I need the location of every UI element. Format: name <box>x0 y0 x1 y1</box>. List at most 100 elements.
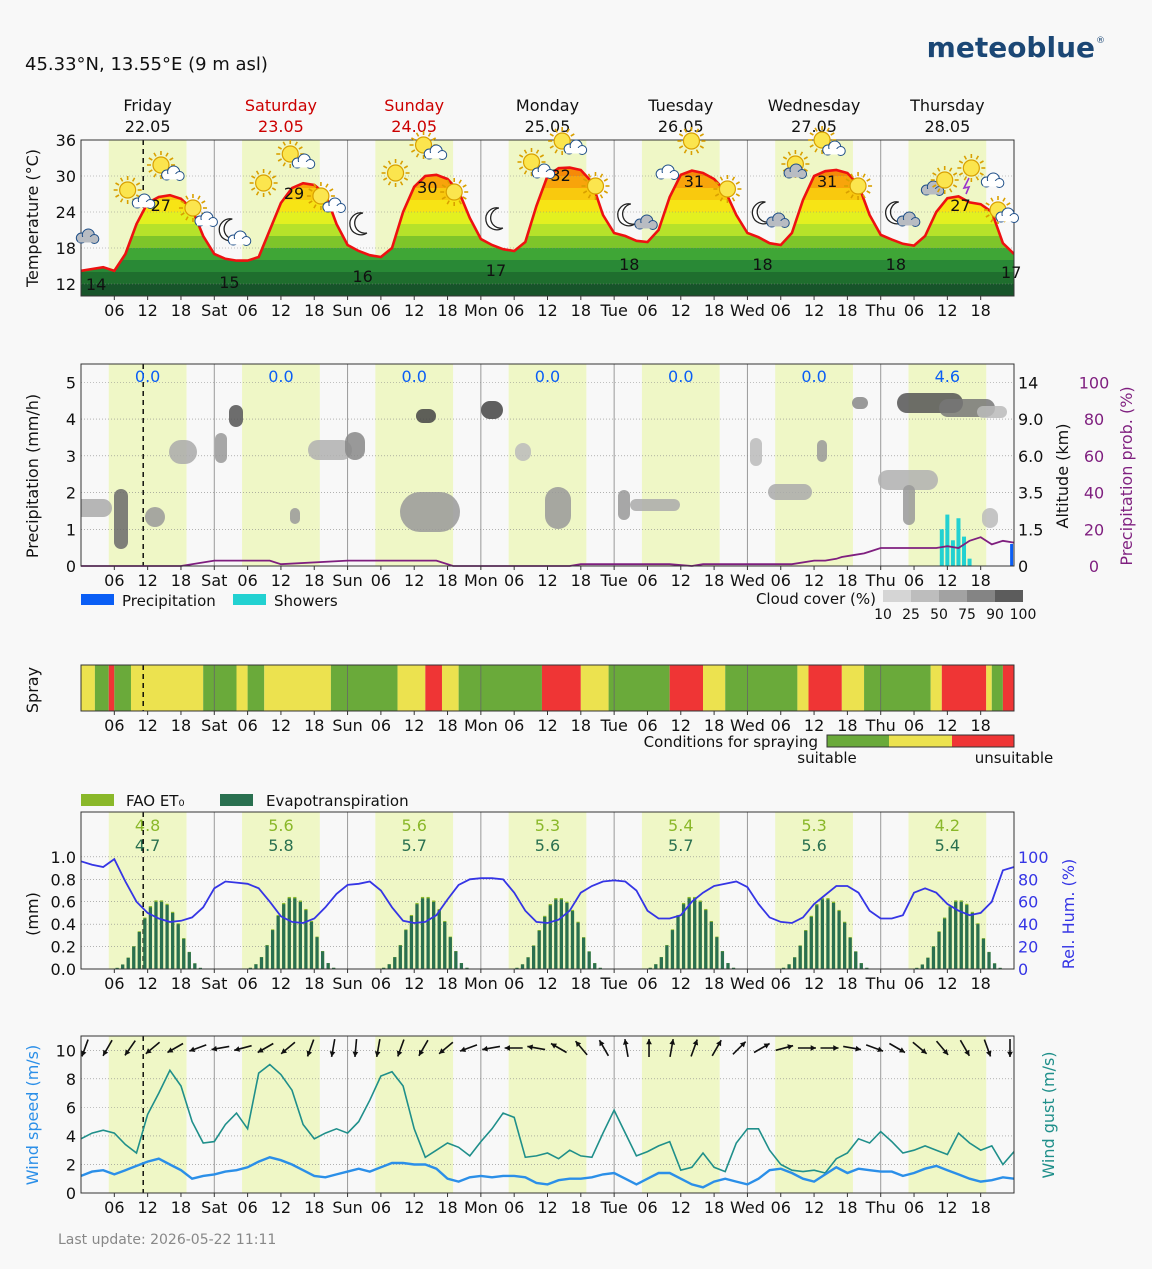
spray-legend-unsuitable <box>952 735 1014 747</box>
sun-icon <box>844 172 873 200</box>
evapo-bar <box>931 946 936 969</box>
wind-arrow-head <box>482 1045 488 1052</box>
precip-prob-tick-label: 60 <box>1084 447 1104 466</box>
wind-xtick-label: 18 <box>171 1198 191 1217</box>
spray-segment <box>94 665 109 711</box>
spray-panel: Spray 06 12 18 Sat 06 12 18 Sun 06 12 18 Mon 06 12 18 Tu… <box>23 664 1053 767</box>
cloud-base <box>768 221 787 227</box>
evapo-bar <box>454 951 458 969</box>
evapo-xtick-label: Mon <box>464 974 498 993</box>
fao-daily-total: 4.2 <box>935 816 960 835</box>
temp-max-label: 27 <box>151 196 171 215</box>
sun-ray <box>251 187 256 191</box>
day-name: Saturday <box>245 96 317 115</box>
sun-disc <box>522 153 541 171</box>
temp-xtick-label: 18 <box>837 301 857 320</box>
sun-ray <box>603 178 609 182</box>
wind-daylight <box>641 1036 720 1193</box>
sun-ray <box>862 173 866 178</box>
cloud-cover-area <box>903 485 915 525</box>
evapo-bar <box>159 901 164 969</box>
temp-xtick-label: 12 <box>404 301 424 320</box>
sun-ray <box>948 188 953 193</box>
sun-disc <box>682 132 701 150</box>
cloud-cover-area <box>618 490 630 520</box>
evapo-ytick-label: 0.6 <box>51 893 76 912</box>
temp-min-label: 17 <box>486 261 506 280</box>
sun-ray <box>699 145 704 149</box>
precip-prob-line <box>81 536 1015 567</box>
cloud-base <box>426 153 445 159</box>
evapo-bar <box>948 907 952 969</box>
sun-ray <box>554 149 558 154</box>
evapo-daily-total: 4.7 <box>135 836 160 855</box>
precip-prob-tick-label: 40 <box>1084 484 1104 503</box>
sun-ray <box>695 149 700 154</box>
temp-xtick-label: 18 <box>304 301 324 320</box>
spray-xtick-label: Tue <box>599 716 627 735</box>
sun-ray <box>267 191 272 196</box>
wind-arrow-head <box>257 1047 264 1053</box>
sun-disc <box>445 183 463 201</box>
sun-ray <box>979 160 984 164</box>
evapo-bar <box>432 901 436 969</box>
wind-direction-arrow <box>396 1039 405 1057</box>
sun-ray <box>963 155 968 160</box>
evapo-bar <box>942 918 947 969</box>
spray-segment <box>864 665 931 711</box>
wind-direction-arrow <box>418 1039 429 1057</box>
evapo-xtick-label: 12 <box>271 974 291 993</box>
sun-disc <box>962 159 980 177</box>
sun-ray <box>148 169 153 173</box>
sun-ray <box>975 176 980 181</box>
wind-xtick-label: Sat <box>201 1198 227 1217</box>
sun-disc <box>718 180 737 198</box>
sun-ray <box>809 132 814 136</box>
sun-ray <box>735 181 740 185</box>
evapo-bar <box>309 921 314 969</box>
temp-min-label: 18 <box>752 255 772 274</box>
wind-direction-arrow <box>81 1039 89 1057</box>
spray-legend-caption: Conditions for spraying <box>644 733 818 751</box>
spray-segment <box>608 665 670 711</box>
evapo-bar <box>515 967 519 969</box>
evapo-bar <box>937 931 941 969</box>
spray-xtick-label: 12 <box>804 716 824 735</box>
sun-ray <box>932 172 937 176</box>
sun-ray <box>695 128 700 133</box>
spray-segment <box>669 665 703 711</box>
wind-direction-arrow <box>329 1038 336 1058</box>
spray-segment <box>330 665 398 711</box>
wind-arrow-head <box>418 1049 425 1056</box>
wind-direction-arrow <box>935 1040 949 1056</box>
sun-ray <box>180 200 185 204</box>
sun-icon <box>276 140 305 168</box>
evapo-xtick-label: 06 <box>904 974 924 993</box>
evapo-bar <box>798 945 802 969</box>
spray-segment <box>991 665 1003 711</box>
wind-direction-arrow <box>690 1039 699 1057</box>
cloud-cover-area <box>768 484 812 500</box>
spray-segment <box>841 665 865 711</box>
evapo-bar <box>187 952 191 969</box>
wind-panel: 0 2 4 6 8 10 Wind speed (m/s) Wind gust (m/s) 06… <box>23 1035 1058 1217</box>
wind-arrow-head <box>575 1041 582 1047</box>
spray-segment <box>930 665 942 711</box>
spray-xtick-label: Sun <box>332 716 362 735</box>
sun-ray <box>958 160 964 164</box>
temp-xtick-label: 18 <box>437 301 457 320</box>
sun-ray <box>683 128 688 133</box>
day-date: 28.05 <box>924 117 970 136</box>
precip-xtick-label: 18 <box>304 571 324 590</box>
evapo-xtick-label: 12 <box>804 974 824 993</box>
cloud-cover-swatch <box>883 590 911 602</box>
spray-segment <box>264 665 331 711</box>
precip-xtick-label: Wed <box>730 571 765 590</box>
evapo-bar <box>520 964 525 969</box>
spray-axis-label: Spray <box>23 667 42 713</box>
sun-ray <box>427 132 432 137</box>
precip-xtick-label: 06 <box>771 571 791 590</box>
evapo-daily-total: 5.8 <box>268 836 293 855</box>
precip-daily-total: 0.0 <box>801 367 826 386</box>
spray-xtick-label: 12 <box>671 716 691 735</box>
